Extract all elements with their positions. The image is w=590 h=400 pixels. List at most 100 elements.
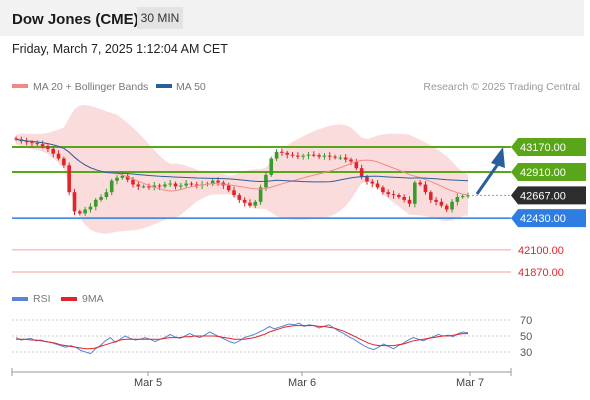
candle-body <box>30 142 34 144</box>
candle-body <box>407 199 412 204</box>
rsi-tick-50: 50 <box>520 331 532 343</box>
candle-body <box>428 192 433 200</box>
candle-body <box>274 151 279 159</box>
candle-body <box>72 192 77 212</box>
candle-body <box>439 201 444 206</box>
level-label-42910: 42910.00 <box>520 167 566 179</box>
level-label-42667: 42667.00 <box>520 190 566 202</box>
candle-body <box>444 205 449 210</box>
candle-body <box>56 153 61 159</box>
candle-body <box>423 184 428 193</box>
level-tag-42430 <box>511 209 586 228</box>
candle-body <box>173 183 178 187</box>
bollinger-band <box>16 104 468 234</box>
candle-body <box>232 190 236 196</box>
level-tag-43170 <box>511 138 586 156</box>
candle-body <box>46 146 50 149</box>
candle-body <box>450 201 454 210</box>
candle-body <box>131 179 135 185</box>
candle-body <box>306 154 311 156</box>
candle-body <box>195 184 199 186</box>
level-label-42100: 42100.00 <box>518 245 564 257</box>
candle-body <box>327 155 332 157</box>
level-tag-42667 <box>511 186 586 205</box>
candle-body <box>147 186 151 188</box>
candle-body <box>168 183 173 185</box>
candle-body <box>35 143 40 145</box>
ma9-legend-swatch <box>61 297 77 301</box>
ma50-legend-label: MA 50 <box>176 81 206 93</box>
candle-body <box>466 195 470 197</box>
candle-body <box>280 151 284 153</box>
rsi-series-9ma <box>16 325 468 350</box>
candle-body <box>157 185 162 187</box>
candle-body <box>269 158 274 175</box>
candle-body <box>152 185 157 188</box>
price-plot: 43170.00 42910.00 42667.00 42430.00 42100.00… <box>12 104 586 279</box>
candle-body <box>51 148 56 154</box>
level-tag-42910 <box>511 163 586 181</box>
candle-body <box>296 155 300 157</box>
x-axis: Mar 5 Mar 6 Mar 7 <box>11 368 512 389</box>
candle-body <box>434 199 438 202</box>
candle-body <box>370 181 375 184</box>
forecast-arrow <box>475 147 505 195</box>
candle-body <box>125 175 130 180</box>
x-tick-label: Mar 7 <box>456 377 484 389</box>
rsi-legend-label: RSI <box>33 293 51 305</box>
x-tick-label: Mar 5 <box>134 377 162 389</box>
candle-body <box>62 158 66 166</box>
candle-body <box>365 176 369 182</box>
candle-body <box>88 206 93 210</box>
candle-body <box>402 197 406 200</box>
candle-body <box>24 141 29 143</box>
rsi-tick-70: 70 <box>520 315 532 327</box>
candle-body <box>311 154 316 156</box>
candle-body <box>258 187 263 202</box>
candle-body <box>301 155 305 157</box>
candle-body <box>216 180 220 183</box>
candle-body <box>317 155 321 157</box>
candle-body <box>67 165 71 193</box>
candle-body <box>375 183 380 188</box>
ma50-line <box>15 138 469 183</box>
candle-body <box>359 168 364 177</box>
rsi-plot: 70 50 30 <box>12 315 532 359</box>
candle-body <box>455 197 460 202</box>
candle-body <box>248 202 252 206</box>
candle-body <box>184 183 188 186</box>
candle-body <box>333 156 337 158</box>
x-tick-label: Mar 6 <box>288 377 316 389</box>
level-label-43170: 43170.00 <box>520 142 566 154</box>
candle-body <box>226 185 231 191</box>
candle-body <box>99 197 103 200</box>
candle-body <box>179 185 183 187</box>
rsi-series-rsi <box>15 322 469 355</box>
candle-body <box>141 186 146 188</box>
timeframe-button[interactable]: 30 MIN <box>137 7 183 29</box>
candle-body <box>290 154 295 156</box>
candle-body <box>237 195 242 200</box>
candle-body <box>242 199 247 203</box>
candle-body <box>40 144 45 147</box>
candle-body <box>163 184 167 187</box>
rsi-legend-swatch <box>12 297 28 301</box>
level-label-41870: 41870.00 <box>518 267 564 279</box>
level-label-42430: 42430.00 <box>520 213 566 225</box>
instrument-title: Dow Jones (CME) <box>12 11 139 28</box>
rsi-tick-30: 30 <box>520 347 532 359</box>
candle-body <box>386 192 391 195</box>
candle-body <box>14 138 18 140</box>
candle-body <box>104 192 109 197</box>
ma50-legend-swatch <box>156 84 172 88</box>
candle-body <box>381 187 385 193</box>
ma9-legend-label: 9MA <box>82 293 104 305</box>
header-bar: Dow Jones (CME) 30 MIN <box>0 0 584 36</box>
candle-body <box>253 201 258 206</box>
candle-body <box>413 182 417 204</box>
candle-body <box>78 211 82 214</box>
candle-body <box>83 209 87 214</box>
candle-body <box>210 180 215 184</box>
source-credit: Research © 2025 Trading Central <box>423 81 580 93</box>
